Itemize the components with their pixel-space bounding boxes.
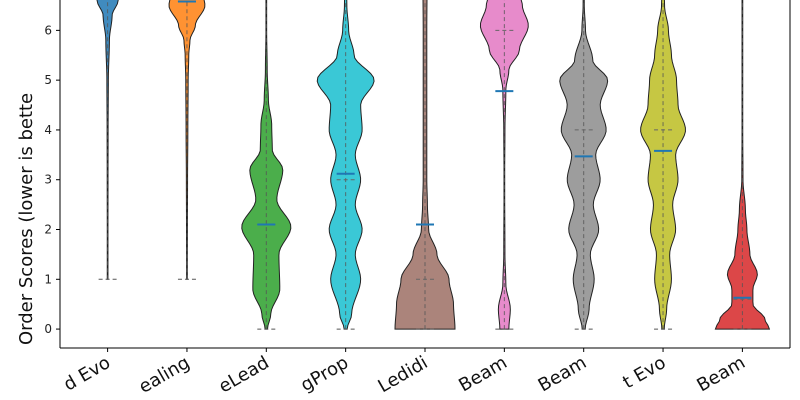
violin-group — [168, 0, 206, 280]
violin-group — [714, 0, 771, 330]
x-tick-label: Beam — [455, 352, 511, 396]
violin-group — [559, 0, 609, 330]
violin-group — [316, 0, 375, 330]
violin-group — [241, 0, 292, 330]
x-tick-label: Ledidi — [375, 352, 432, 397]
violin-body — [96, 0, 119, 280]
violin-group — [479, 0, 529, 330]
x-tick-label: Beam — [535, 352, 591, 396]
x-tick-label: eLead — [215, 352, 273, 397]
violin-body — [168, 0, 206, 280]
x-tick-label: Beam — [693, 352, 749, 396]
plot-area — [96, 0, 771, 330]
x-tick-label: d Evo — [60, 352, 114, 395]
violin-group — [640, 0, 686, 330]
y-tick-label: 4 — [44, 123, 52, 137]
y-axis-label: Order Scores (lower is bette — [16, 93, 37, 345]
y-tick-label: 3 — [44, 173, 52, 187]
violin-group — [394, 0, 456, 330]
x-tick-label: gProp — [297, 352, 352, 396]
x-tick-label: ealing — [135, 352, 193, 398]
y-tick-label: 1 — [44, 272, 52, 286]
x-tick-label: t Evo — [619, 352, 669, 393]
y-tick-label: 2 — [44, 223, 52, 237]
violin-group — [96, 0, 119, 280]
y-tick-label: 0 — [44, 322, 52, 336]
y-tick-label: 5 — [44, 73, 52, 87]
y-tick-label: 6 — [44, 23, 52, 37]
